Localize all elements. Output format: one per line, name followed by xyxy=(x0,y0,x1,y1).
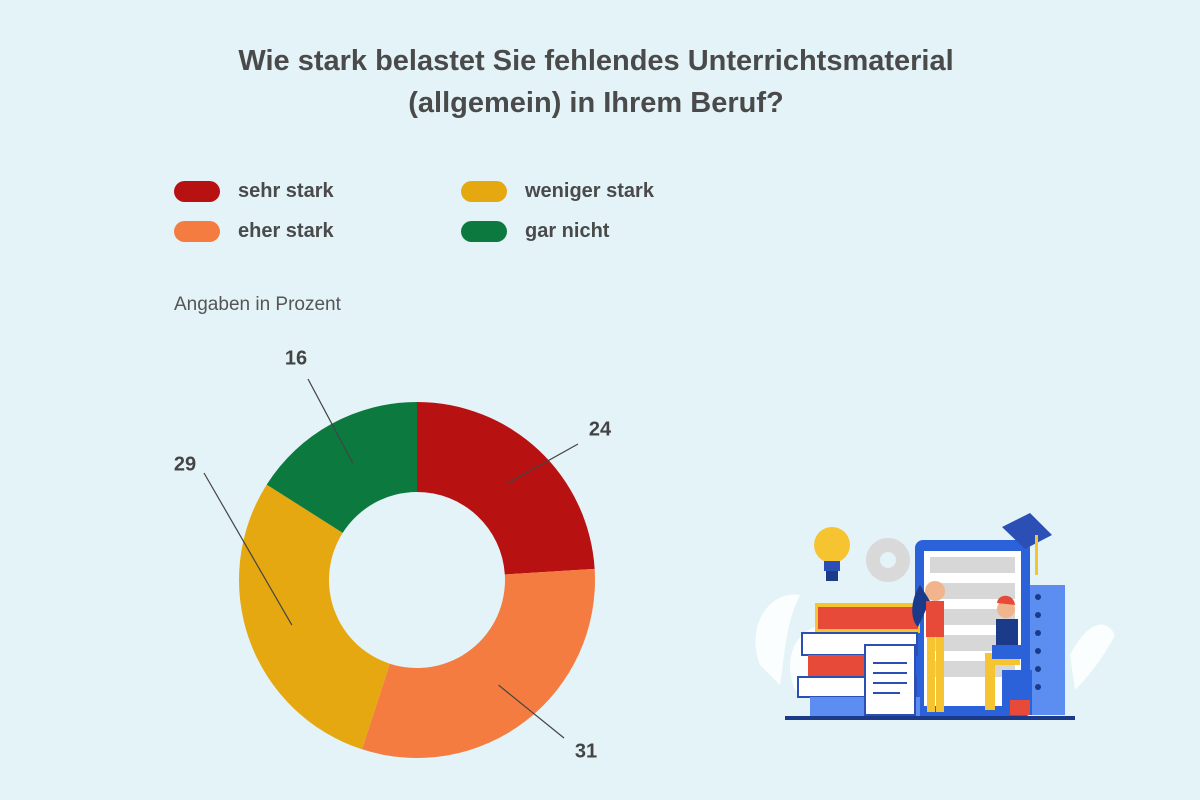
legend-item-gar-nicht: gar nicht xyxy=(461,216,609,246)
legend-label: sehr stark xyxy=(238,179,334,202)
leader-line-sehr-stark xyxy=(507,443,579,484)
legend-item-weniger-stark: weniger stark xyxy=(461,176,654,206)
leader-line-weniger-stark xyxy=(203,472,293,626)
legend: sehr stark eher stark weniger stark gar … xyxy=(174,176,694,256)
legend-swatch xyxy=(461,180,507,202)
donut-slice-sehr-stark xyxy=(417,402,595,575)
donut-slice-weniger-stark xyxy=(238,484,390,750)
legend-item-eher-stark: eher stark xyxy=(174,216,334,246)
legend-item-sehr-stark: sehr stark xyxy=(174,176,334,206)
data-label-sehr-stark: 24 xyxy=(589,418,612,440)
legend-label: eher stark xyxy=(238,219,334,242)
donut-slice-eher-stark xyxy=(361,568,595,759)
data-label-gar-nicht: 16 xyxy=(285,347,307,369)
legend-swatch xyxy=(461,220,507,242)
unit-note: Angaben in Prozent xyxy=(174,294,341,315)
leader-line-eher-stark xyxy=(498,684,565,739)
legend-swatch xyxy=(174,220,220,242)
teacher-with-books-illustration xyxy=(755,513,1115,720)
legend-label: weniger stark xyxy=(525,179,654,202)
donut-chart: 24 31 29 16 xyxy=(174,347,612,762)
legend-swatch xyxy=(174,180,220,202)
data-label-weniger-stark: 29 xyxy=(174,453,196,475)
data-label-eher-stark: 31 xyxy=(575,740,597,762)
title-line-2: (allgemein) in Ihrem Beruf? xyxy=(408,87,784,119)
title-line-1: Wie stark belastet Sie fehlendes Unterri… xyxy=(238,45,954,77)
leader-line-gar-nicht xyxy=(307,378,354,464)
legend-label: gar nicht xyxy=(525,219,610,242)
donut-slice-gar-nicht xyxy=(266,402,417,533)
chart-title: Wie stark belastet Sie fehlendes Unterri… xyxy=(0,40,1192,124)
